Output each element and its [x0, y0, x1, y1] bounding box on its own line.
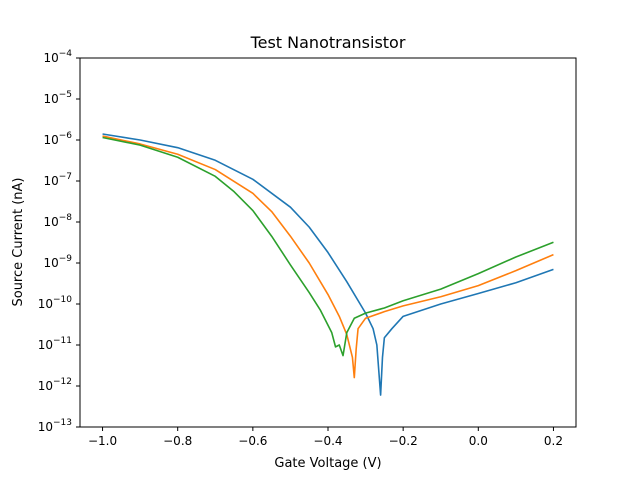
y-tick-label: 10−4	[43, 49, 72, 65]
y-tick-label: 10−12	[38, 377, 72, 393]
y-tick-label: 10−13	[38, 418, 72, 434]
x-tick-label: −0.6	[238, 434, 267, 448]
x-tick-label: 0.0	[469, 434, 488, 448]
y-tick-label: 10−9	[43, 254, 72, 270]
series-line-1	[102, 133, 554, 396]
y-tick-label: 10−8	[43, 213, 72, 229]
x-tick-label: −0.4	[313, 434, 342, 448]
x-tick-label: −1.0	[88, 434, 117, 448]
y-tick-label: 10−10	[38, 295, 73, 311]
chart-title: Test Nanotransistor	[250, 33, 406, 52]
y-tick-label: 10−5	[43, 90, 72, 106]
x-tick-label: −0.2	[389, 434, 418, 448]
y-tick-label: 10−11	[38, 336, 72, 352]
y-axis: 10−13 10−12 10−11 10−10 10−9 10−8 10−7 10−6 10−5…	[38, 49, 80, 434]
y-tick-label: 10−6	[43, 131, 72, 147]
series-line-3	[102, 136, 554, 357]
series-line-2	[102, 135, 554, 379]
x-tick-label: 0.2	[544, 434, 563, 448]
x-axis: −1.0 −0.8 −0.6 −0.4 −0.2 0.0 0.2	[88, 427, 563, 448]
series-layer	[102, 133, 554, 396]
y-tick-label: 10−7	[43, 172, 72, 188]
y-axis-label: Source Current (nA)	[11, 177, 26, 306]
x-tick-label: −0.8	[163, 434, 192, 448]
x-axis-label: Gate Voltage (V)	[274, 456, 381, 471]
